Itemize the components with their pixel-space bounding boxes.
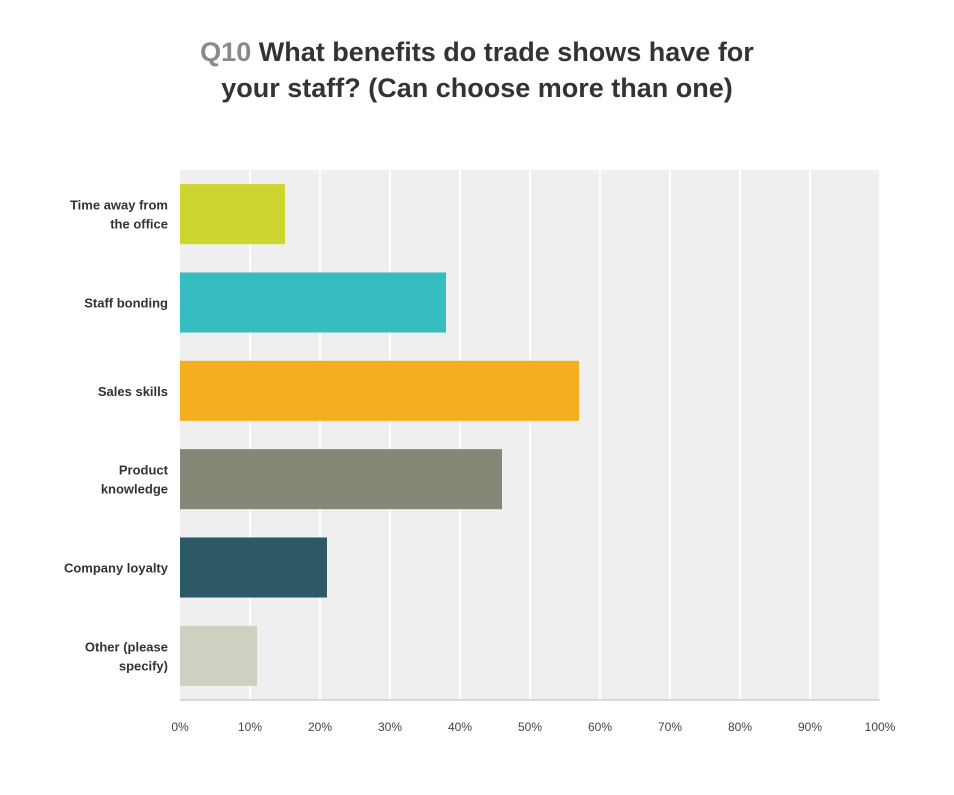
category-label: Product (119, 463, 169, 478)
bar (180, 184, 285, 245)
bar (180, 537, 327, 598)
x-tick-label: 80% (728, 720, 752, 734)
category-label: specify) (119, 658, 168, 673)
category-label: the office (110, 217, 168, 232)
bar (180, 449, 502, 510)
x-tick-label: 60% (588, 720, 612, 734)
category-label: Staff bonding (84, 296, 168, 311)
x-tick-label: 20% (308, 720, 332, 734)
x-tick-label: 0% (171, 720, 189, 734)
chart-title-line-1: Q10 What benefits do trade shows have fo… (0, 34, 954, 70)
x-tick-label: 40% (448, 720, 472, 734)
bar (180, 360, 579, 421)
category-label: Sales skills (98, 384, 168, 399)
x-tick-label: 70% (658, 720, 682, 734)
chart-title-text-1: What benefits do trade shows have for (258, 37, 754, 67)
bar (180, 272, 446, 333)
x-tick-label: 100% (865, 720, 896, 734)
category-label: Other (please (85, 639, 168, 654)
category-label: Time away from (70, 198, 168, 213)
x-tick-label: 10% (238, 720, 262, 734)
question-number: Q10 (200, 37, 252, 67)
x-tick-label: 30% (378, 720, 402, 734)
category-label: knowledge (101, 482, 168, 497)
chart-title: Q10 What benefits do trade shows have fo… (0, 34, 954, 106)
x-tick-label: 50% (518, 720, 542, 734)
category-label: Company loyalty (64, 561, 169, 576)
bar (180, 625, 257, 686)
x-tick-label: 90% (798, 720, 822, 734)
chart-title-line-2: your staff? (Can choose more than one) (221, 73, 733, 103)
